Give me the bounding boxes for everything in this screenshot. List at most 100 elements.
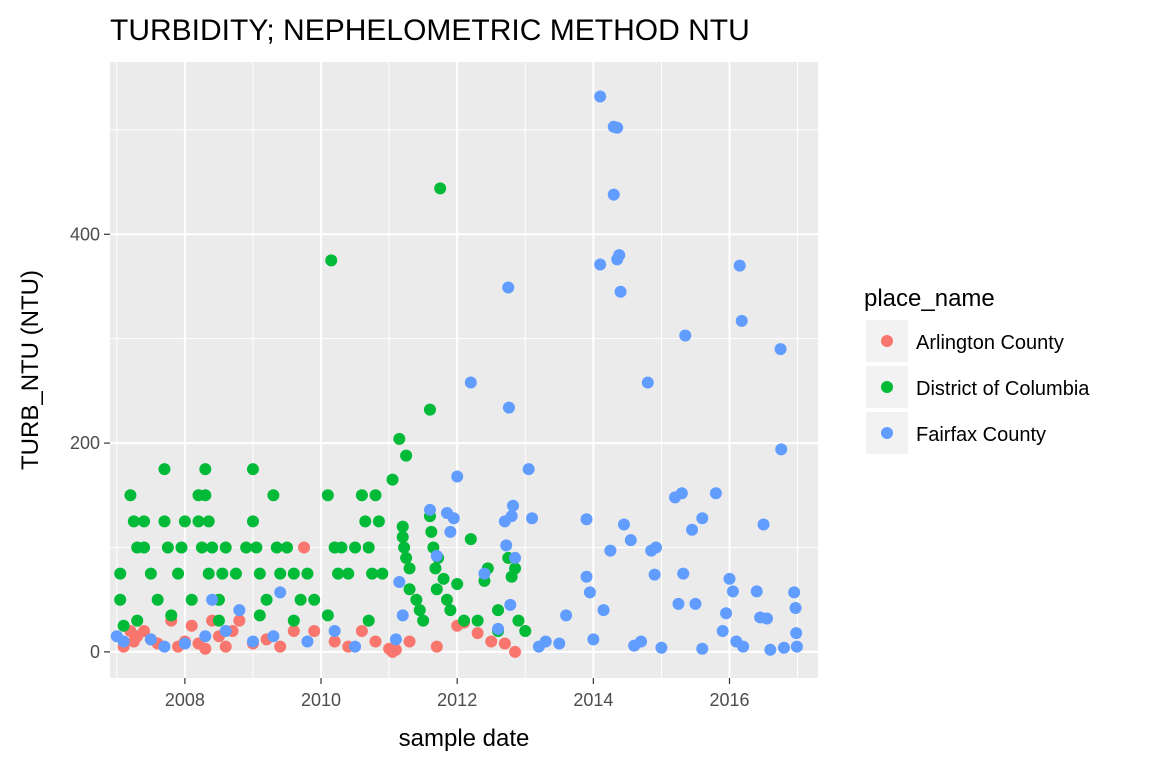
data-point <box>617 518 630 531</box>
data-point <box>396 520 409 533</box>
data-point <box>185 593 198 606</box>
data-point <box>502 401 515 414</box>
legend-item: Arlington County <box>866 320 1064 362</box>
data-point <box>398 541 411 554</box>
data-point <box>321 609 334 622</box>
y-tick-label: 0 <box>90 642 100 662</box>
data-point <box>400 449 413 462</box>
data-point <box>458 614 470 627</box>
data-point <box>393 575 406 588</box>
data-point <box>451 470 464 483</box>
legend-label: Arlington County <box>916 332 1064 354</box>
data-point <box>430 640 443 653</box>
data-point <box>614 285 627 298</box>
data-point <box>679 329 692 342</box>
legend-key-dot <box>881 427 893 439</box>
data-point <box>677 567 690 580</box>
data-point <box>519 625 532 638</box>
data-point <box>509 645 522 658</box>
data-point <box>253 609 266 622</box>
data-point <box>505 510 518 523</box>
data-point <box>696 512 709 525</box>
legend-label: Fairfax County <box>916 424 1046 446</box>
data-point <box>114 567 127 580</box>
data-point <box>775 443 788 456</box>
data-point <box>114 593 127 606</box>
data-point <box>400 551 413 564</box>
data-point <box>607 188 620 201</box>
data-point <box>274 586 287 599</box>
data-point <box>172 567 185 580</box>
data-point <box>325 254 338 267</box>
data-point <box>165 609 178 622</box>
data-point <box>790 640 803 653</box>
data-point <box>733 259 746 272</box>
data-point <box>355 489 368 502</box>
data-point <box>750 585 763 598</box>
data-point <box>274 567 287 580</box>
data-point <box>260 593 273 606</box>
data-point <box>308 593 321 606</box>
data-point <box>628 639 641 652</box>
data-point <box>138 625 151 638</box>
y-axis-label: TURB_NTU (NTU) <box>17 270 44 470</box>
data-point <box>219 625 232 638</box>
data-point <box>720 607 733 620</box>
data-point <box>764 643 777 656</box>
data-point <box>131 614 144 627</box>
data-point <box>287 614 300 627</box>
data-point <box>349 541 362 554</box>
data-point <box>560 609 573 622</box>
plot-panel <box>110 62 818 678</box>
legend-keys: Arlington County District of Columbia Fair… <box>866 320 1090 454</box>
data-point <box>788 586 801 599</box>
data-point <box>158 463 171 476</box>
data-point <box>124 489 137 502</box>
data-point <box>410 593 423 606</box>
data-point <box>471 614 484 627</box>
data-point <box>726 585 739 598</box>
data-point <box>138 541 151 554</box>
data-point <box>532 640 545 653</box>
series-fairfax-county <box>110 90 803 656</box>
data-point <box>649 541 662 554</box>
x-axis-label: sample date <box>399 725 530 752</box>
data-point <box>301 567 314 580</box>
data-point <box>175 541 188 554</box>
data-point <box>440 593 453 606</box>
data-point <box>267 630 280 643</box>
data-point <box>735 314 748 327</box>
data-point <box>485 635 498 648</box>
data-point <box>430 583 443 596</box>
data-point <box>192 515 205 528</box>
data-point <box>393 432 406 445</box>
data-point <box>301 635 314 648</box>
data-point <box>144 633 157 646</box>
data-point <box>389 643 402 656</box>
data-point <box>417 614 430 627</box>
data-point <box>362 614 375 627</box>
data-point <box>675 487 688 500</box>
data-point <box>587 633 600 646</box>
data-point <box>158 515 171 528</box>
data-point <box>199 630 212 643</box>
data-point <box>789 602 802 615</box>
data-point <box>127 515 140 528</box>
data-point <box>444 604 457 617</box>
data-point <box>366 567 379 580</box>
data-point <box>308 625 321 638</box>
data-point <box>212 614 225 627</box>
data-point <box>737 640 750 653</box>
data-point <box>655 641 668 654</box>
data-point <box>253 567 266 580</box>
data-point <box>464 376 477 389</box>
data-point <box>287 625 300 638</box>
data-point <box>386 473 399 486</box>
y-tick-label: 200 <box>70 433 100 453</box>
data-point <box>502 281 515 294</box>
data-point <box>250 541 263 554</box>
data-point <box>144 567 157 580</box>
data-point <box>342 567 355 580</box>
data-point <box>219 640 232 653</box>
data-point <box>335 541 348 554</box>
